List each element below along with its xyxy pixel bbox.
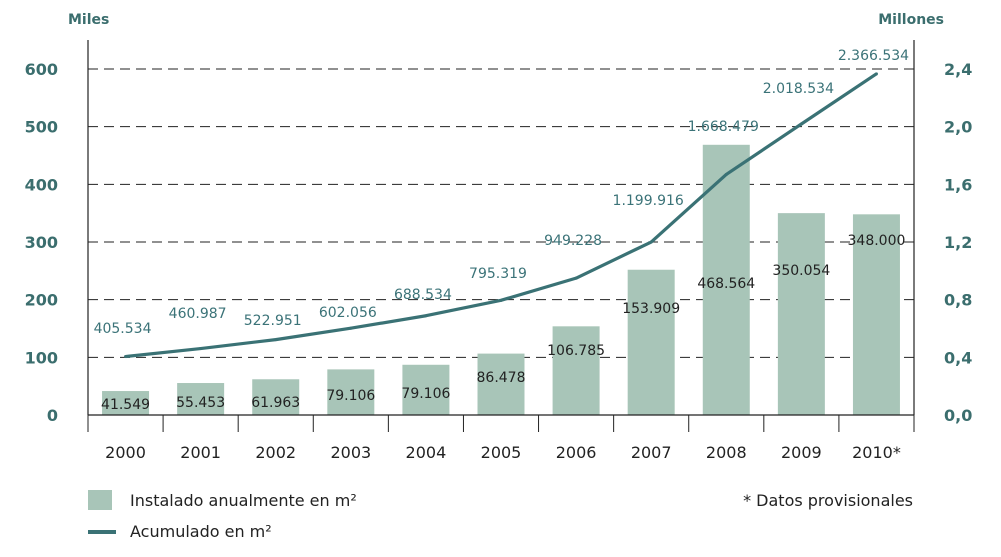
x-tick-label: 2004 [406,443,447,462]
bar [102,391,150,415]
legend-line-label: Acumulado en m² [130,522,272,541]
line-value-label: 405.534 [94,321,152,337]
right-tick-label: 1,2 [944,233,972,252]
right-axis-title: Millones [878,12,944,28]
left-tick-label: 0 [47,406,58,425]
legend-bar-swatch [88,490,112,510]
bar [777,213,825,415]
bar [477,353,525,415]
right-tick-label: 1,6 [944,175,972,194]
line-point [424,314,428,318]
bar-series [102,144,900,416]
right-tick-label: 0,4 [944,348,972,367]
line-series [124,72,878,359]
bar-value-label: 61.963 [251,395,300,411]
right-tick-label: 0,0 [944,406,972,425]
bar [627,269,675,415]
line-point [499,298,503,302]
line-point [274,338,278,342]
line-value-label: 2.366.534 [838,48,909,64]
line-point [574,276,578,280]
line-point [799,122,803,126]
line-point [874,72,878,76]
bar [177,383,225,415]
line-point [649,240,653,244]
bar [252,379,300,415]
bar-value-label: 348.000 [848,233,906,249]
bar-value-label: 55.453 [176,395,225,411]
left-tick-label: 500 [25,118,58,137]
line-value-label: 795.319 [469,266,527,282]
line-point [124,355,128,359]
line-value-label: 949.228 [544,233,602,249]
line-value-label: 2.018.534 [763,81,834,97]
line-value-label: 460.987 [169,306,227,322]
x-tick-label: 2002 [255,443,296,462]
bar [402,364,450,415]
x-tick-label: 2003 [330,443,371,462]
x-tick-label: 2010* [852,443,901,462]
bar-value-label: 86.478 [477,370,526,386]
line-value-label: 522.951 [244,313,302,329]
left-tick-label: 100 [25,348,58,367]
x-tick-label: 2000 [105,443,146,462]
bar-value-label: 79.106 [401,386,450,402]
line-path [125,72,878,359]
legend-bar-label: Instalado anualmente en m² [130,491,357,510]
x-tick-label: 2001 [180,443,221,462]
bar-value-label: 41.549 [101,397,150,413]
axes [87,40,915,432]
left-tick-label: 600 [25,60,58,79]
bar [327,369,375,415]
line-value-label: 688.534 [394,287,452,303]
x-tick-label: 2009 [781,443,822,462]
left-tick-label: 200 [25,291,58,310]
grid-lines [88,68,914,358]
bar-value-label: 468.564 [697,276,755,292]
left-tick-label: 400 [25,175,58,194]
bar-value-label: 350.054 [772,263,830,279]
line-point [199,347,203,351]
bar-value-label: 153.909 [622,301,680,317]
x-tick-label: 2007 [631,443,672,462]
bar [852,214,900,415]
line-point [349,326,353,330]
right-tick-label: 0,8 [944,291,972,310]
note: * Datos provisionales [743,491,913,510]
left-tick-label: 300 [25,233,58,252]
right-tick-label: 2,0 [944,118,972,137]
right-tick-label: 2,4 [944,60,972,79]
line-point [724,172,728,176]
x-tick-label: 2005 [481,443,522,462]
bar-value-label: 79.106 [326,388,375,404]
x-tick-label: 2006 [556,443,597,462]
bar-value-label: 106.785 [547,343,605,359]
labels: 0 100 200 300 400 500 600 0,0 0,4 0,8 1,2 1,6 2,0 2,4… [25,48,973,462]
x-tick-label: 2008 [706,443,747,462]
left-axis-title: Miles [68,12,109,28]
bar [552,326,600,415]
line-value-label: 602.056 [319,305,377,321]
legend: Instalado anualmente en m² Acumulado en … [88,490,357,541]
line-value-label: 1.199.916 [613,193,684,209]
line-value-label: 1.668.479 [688,119,759,135]
